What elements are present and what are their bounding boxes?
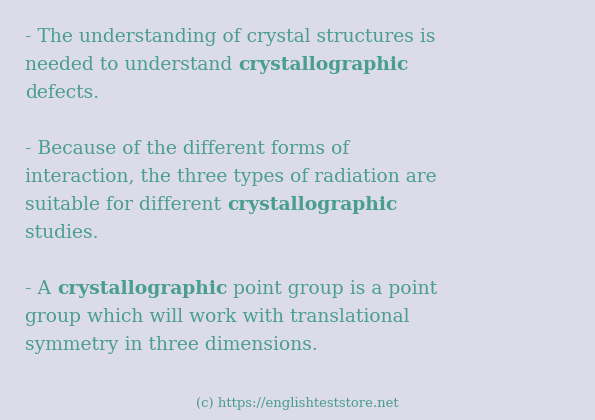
Text: symmetry in three dimensions.: symmetry in three dimensions. xyxy=(25,336,318,354)
Text: defects.: defects. xyxy=(25,84,99,102)
Text: crystallographic: crystallographic xyxy=(227,196,397,214)
Text: studies.: studies. xyxy=(25,224,99,242)
Text: group which will work with translational: group which will work with translational xyxy=(25,308,409,326)
Text: interaction, the three types of radiation are: interaction, the three types of radiatio… xyxy=(25,168,437,186)
Text: - A: - A xyxy=(25,280,57,298)
Text: - The understanding of crystal structures is: - The understanding of crystal structure… xyxy=(25,28,436,46)
Text: - Because of the different forms of: - Because of the different forms of xyxy=(25,140,349,158)
Text: crystallographic: crystallographic xyxy=(238,56,409,74)
Text: point group is a point: point group is a point xyxy=(227,280,437,298)
Text: (c) https://englishteststore.net: (c) https://englishteststore.net xyxy=(196,397,399,410)
Text: suitable for different: suitable for different xyxy=(25,196,227,214)
Text: crystallographic: crystallographic xyxy=(57,280,227,298)
Text: needed to understand: needed to understand xyxy=(25,56,238,74)
